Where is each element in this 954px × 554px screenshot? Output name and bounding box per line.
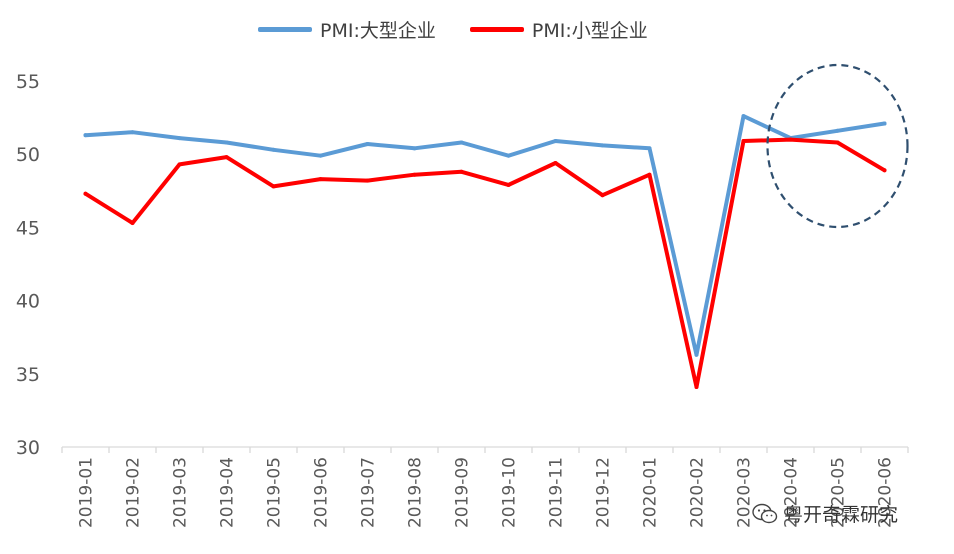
x-tick-label: 2019-05 bbox=[265, 457, 285, 528]
data-point bbox=[741, 139, 746, 144]
x-tick-label: 2020-04 bbox=[782, 457, 802, 528]
x-tick-label: 2019-08 bbox=[406, 457, 426, 528]
series-layer bbox=[83, 114, 887, 389]
x-axis: 2019-01 2019-02 2019-03 2019-04 2019-05 2019-… bbox=[61, 446, 909, 528]
data-point bbox=[224, 140, 229, 145]
data-point bbox=[459, 140, 464, 145]
data-point bbox=[788, 137, 793, 142]
data-point bbox=[882, 121, 887, 126]
data-point bbox=[271, 147, 276, 152]
legend-label-large: PMI:大型企业 bbox=[320, 20, 436, 42]
data-point bbox=[365, 178, 370, 183]
legend: PMI:大型企业 PMI:小型企业 bbox=[258, 16, 648, 43]
x-tick-label: 2019-10 bbox=[500, 457, 520, 528]
data-point bbox=[365, 141, 370, 146]
legend-label-small: PMI:小型企业 bbox=[531, 20, 648, 42]
data-point bbox=[271, 184, 276, 189]
data-point bbox=[694, 352, 699, 357]
data-point bbox=[741, 114, 746, 119]
x-tick-label: 2020-06 bbox=[876, 457, 896, 528]
data-point bbox=[177, 136, 182, 141]
legend-item-small: PMI:小型企业 bbox=[469, 16, 648, 43]
x-tick-label: 2019-02 bbox=[124, 457, 144, 528]
data-point bbox=[835, 140, 840, 145]
legend-swatch-small bbox=[469, 27, 524, 32]
data-point bbox=[459, 169, 464, 174]
x-tick-label: 2019-03 bbox=[171, 457, 191, 528]
data-point bbox=[882, 168, 887, 173]
y-axis: 30 35 40 45 50 55 bbox=[16, 71, 40, 459]
data-point bbox=[647, 172, 652, 177]
x-tick-label: 2020-05 bbox=[829, 457, 849, 528]
x-tick-label: 2019-06 bbox=[312, 457, 332, 528]
y-tick-label: 40 bbox=[16, 291, 40, 313]
data-point bbox=[553, 139, 558, 144]
x-tick-label: 2019-04 bbox=[218, 457, 238, 528]
y-tick-label: 45 bbox=[16, 217, 40, 239]
x-tick-label: 2019-09 bbox=[453, 457, 473, 528]
wechat-icon bbox=[752, 503, 778, 523]
data-point bbox=[506, 182, 511, 187]
data-point bbox=[600, 193, 605, 198]
data-point bbox=[553, 160, 558, 165]
x-tick-label: 2020-01 bbox=[641, 457, 661, 528]
data-point bbox=[130, 221, 135, 226]
x-tick-label: 2020-02 bbox=[688, 457, 708, 528]
series-line-1 bbox=[83, 137, 887, 389]
watermark-text: 粤开奇霖研究 bbox=[784, 504, 899, 526]
data-point bbox=[83, 191, 88, 196]
data-point bbox=[130, 130, 135, 135]
data-point bbox=[318, 153, 323, 158]
data-point bbox=[224, 155, 229, 160]
y-tick-label: 50 bbox=[16, 144, 40, 166]
y-tick-label: 55 bbox=[16, 71, 40, 93]
x-tick-label: 2019-01 bbox=[77, 457, 97, 528]
data-point bbox=[694, 384, 699, 389]
x-tick-label: 2020-03 bbox=[735, 457, 755, 528]
data-point bbox=[177, 162, 182, 167]
y-tick-label: 30 bbox=[16, 437, 40, 459]
data-point bbox=[318, 177, 323, 182]
data-point bbox=[412, 172, 417, 177]
data-point bbox=[600, 143, 605, 148]
x-tick-label: 2019-12 bbox=[594, 457, 614, 528]
highlight-ellipse bbox=[766, 63, 909, 229]
data-point bbox=[835, 128, 840, 133]
x-tick-label: 2019-07 bbox=[359, 457, 379, 528]
series-line-0 bbox=[83, 114, 887, 357]
data-point bbox=[647, 146, 652, 151]
data-point bbox=[506, 153, 511, 158]
x-tick-label: 2019-11 bbox=[547, 457, 567, 528]
watermark: 粤开奇霖研究 bbox=[752, 500, 898, 527]
data-point bbox=[412, 146, 417, 151]
legend-swatch-large bbox=[258, 27, 312, 32]
data-point bbox=[83, 133, 88, 138]
legend-item-large: PMI:大型企业 bbox=[258, 16, 436, 43]
annotation-layer bbox=[766, 63, 909, 229]
y-tick-label: 35 bbox=[16, 364, 40, 386]
